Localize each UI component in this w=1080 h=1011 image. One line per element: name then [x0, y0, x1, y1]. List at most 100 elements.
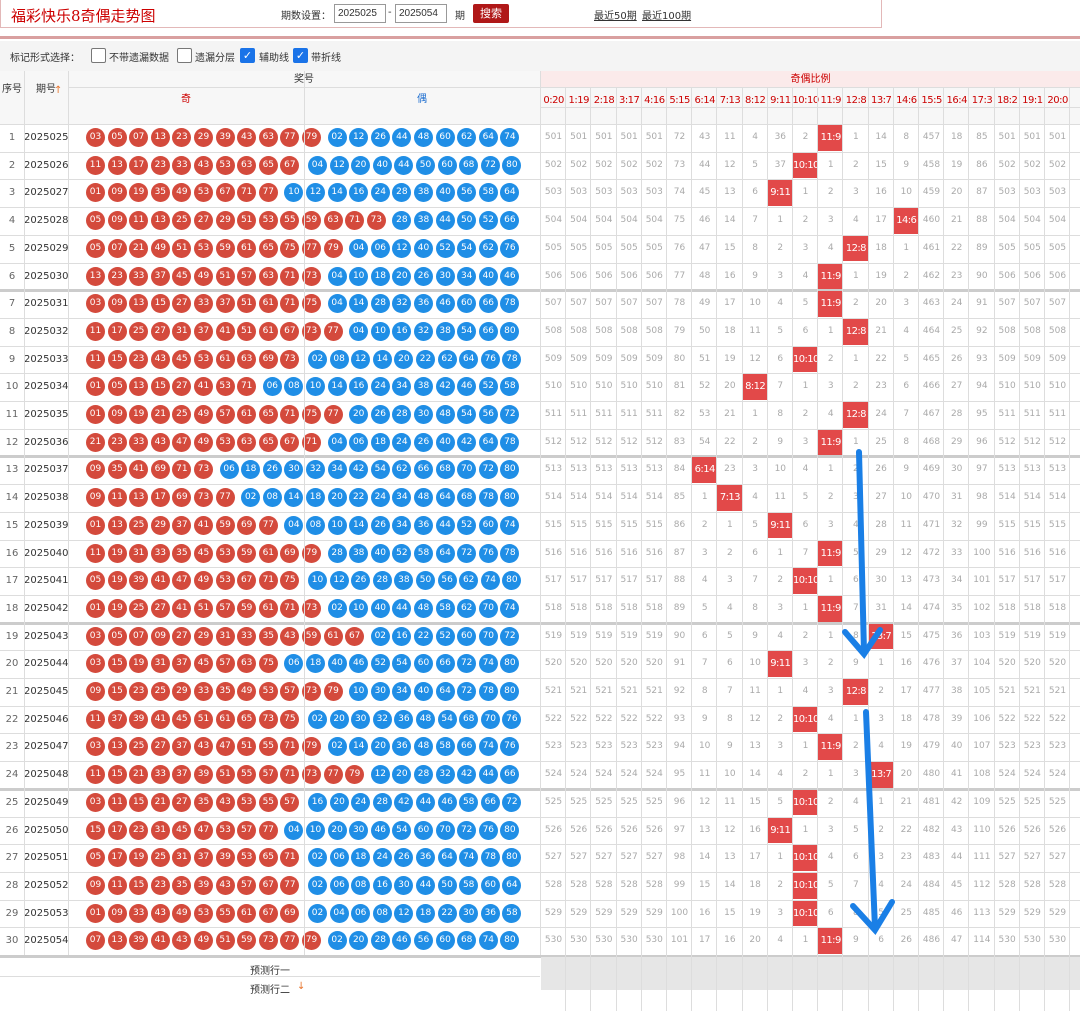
miss-cell: 44 — [950, 852, 963, 863]
miss-cell: 9 — [727, 741, 733, 752]
miss-cell: 4 — [903, 325, 910, 336]
miss-cell: 522 — [1023, 713, 1041, 724]
period-cell: 2025030 — [24, 270, 69, 282]
row-number: 15 — [5, 519, 19, 531]
number-ball: 68 — [457, 488, 477, 508]
ratio-hit-cell: 11:9 — [818, 429, 844, 456]
number-ball: 48 — [416, 709, 435, 729]
miss-cell: 35 — [950, 602, 963, 613]
number-ball: 66 — [480, 792, 500, 812]
number-ball: 38 — [414, 183, 433, 203]
number-ball: 80 — [502, 571, 522, 591]
number-ball: 80 — [500, 682, 520, 701]
no-miss-checkbox[interactable] — [91, 48, 106, 63]
number-ball: 31 — [150, 820, 170, 840]
polyline-checkbox[interactable] — [293, 48, 308, 63]
miss-cell: 42 — [950, 796, 963, 807]
number-ball: 12 — [306, 183, 325, 203]
miss-cell: 501 — [1023, 132, 1041, 142]
miss-cell: 88 — [976, 215, 988, 226]
miss-cell: 504 — [570, 215, 588, 226]
miss-cell: 504 — [544, 215, 563, 226]
row-number: 6 — [8, 270, 16, 282]
predict-row-2[interactable]: 预测行二 — [250, 985, 290, 996]
predict-row-1[interactable]: 预测行一 — [250, 966, 290, 977]
number-ball: 27 — [150, 321, 170, 341]
row-number: 4 — [8, 215, 16, 227]
miss-cell: 526 — [1048, 824, 1067, 835]
miss-cell: 97 — [673, 824, 686, 835]
miss-cell: 45 — [950, 879, 963, 890]
start-period-input[interactable] — [334, 4, 386, 23]
recent-50-link[interactable]: 最近50期 — [594, 11, 637, 22]
number-ball: 48 — [435, 405, 455, 424]
miss-cell: 40 — [950, 741, 963, 752]
number-ball: 60 — [480, 875, 500, 895]
search-button[interactable]: 搜索 — [473, 4, 509, 23]
number-ball: 72 — [457, 820, 477, 840]
number-ball: 71 — [280, 294, 300, 314]
miss-cell: 18 — [950, 132, 963, 142]
header-period[interactable]: 期号 — [36, 84, 56, 95]
miss-cell: 503 — [620, 187, 638, 198]
sort-arrow-icon[interactable]: ↑ — [54, 85, 63, 96]
miss-layer-checkbox[interactable] — [177, 48, 192, 63]
number-ball: 30 — [459, 903, 479, 923]
miss-cell: 14 — [724, 215, 736, 226]
miss-cell: 101 — [670, 935, 689, 946]
number-ball: 34 — [392, 488, 412, 508]
miss-cell: 528 — [1023, 879, 1041, 890]
end-period-input[interactable] — [395, 4, 447, 23]
number-ball: 36 — [392, 737, 412, 757]
number-ball: 57 — [258, 765, 278, 785]
number-ball: 43 — [215, 875, 235, 895]
number-ball: 02 — [308, 903, 327, 923]
ratio-hit-cell: 10:10 — [793, 900, 819, 927]
number-ball: 71 — [258, 571, 278, 591]
aux-line-checkbox[interactable] — [240, 48, 255, 63]
miss-cell: 11 — [724, 132, 736, 142]
ratio-col-header: 20:0 — [1047, 95, 1068, 106]
number-ball: 08 — [351, 875, 371, 895]
miss-cell: 506 — [998, 270, 1016, 281]
miss-cell: 518 — [595, 602, 613, 613]
number-ball: 20 — [392, 765, 412, 785]
number-ball: 23 — [150, 875, 170, 895]
miss-cell: 46 — [950, 907, 963, 918]
ratio-col-line — [741, 87, 743, 1011]
number-ball: 72 — [457, 543, 477, 563]
number-ball: 13 — [107, 515, 127, 535]
miss-cell: 509 — [570, 353, 588, 364]
number-ball: 38 — [414, 377, 433, 397]
number-ball: 11 — [86, 321, 105, 341]
miss-cell: 525 — [595, 796, 613, 807]
miss-cell: 11 — [749, 325, 761, 336]
miss-cell: 6 — [853, 575, 859, 586]
number-ball: 47 — [172, 432, 192, 452]
miss-cell: 15 — [724, 907, 736, 918]
miss-cell: 5 — [853, 547, 859, 558]
miss-cell: 510 — [998, 381, 1016, 392]
header-no: 序号 — [2, 84, 22, 95]
miss-cell: 2 — [878, 824, 884, 835]
number-ball: 42 — [457, 432, 477, 452]
miss-cell: 4 — [727, 602, 733, 613]
number-ball: 33 — [129, 432, 149, 452]
miss-cell: 14 — [698, 852, 711, 863]
miss-cell: 12 — [900, 547, 913, 558]
ratio-hit-cell: 13:7 — [868, 762, 894, 788]
number-ball: 29 — [215, 211, 235, 231]
recent-100-link[interactable]: 最近100期 — [642, 11, 692, 22]
number-ball: 19 — [129, 183, 149, 203]
ratio-hit-cell: 10:10 — [793, 706, 819, 733]
number-ball: 45 — [194, 654, 213, 674]
number-ball: 35 — [107, 460, 127, 480]
number-ball: 67 — [215, 183, 235, 203]
miss-cell: 529 — [620, 907, 638, 918]
ratio-hit-cell: 8:12 — [742, 374, 768, 400]
number-ball: 09 — [107, 183, 127, 203]
miss-cell: 515 — [1023, 519, 1041, 530]
number-ball: 35 — [194, 792, 213, 812]
period-cell: 2025038 — [24, 492, 69, 504]
miss-cell: 501 — [998, 132, 1016, 142]
